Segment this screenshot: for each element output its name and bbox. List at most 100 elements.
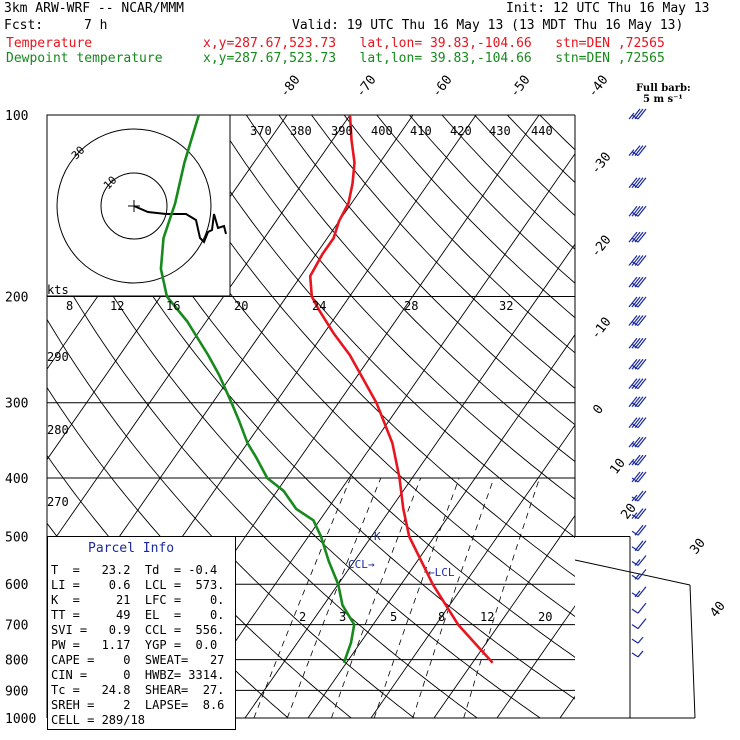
- temperature-curve: [308, 114, 494, 664]
- wind-barb-flag: [637, 337, 647, 349]
- wind-barb-flag: [637, 471, 647, 483]
- speed-tick-label: 28: [404, 299, 418, 313]
- wind-barb-flag: [634, 540, 644, 552]
- dry-adiabat: [50, 115, 575, 700]
- wind-barb-flag: [637, 315, 647, 326]
- isotherm-label: 20: [618, 501, 639, 523]
- wind-barb-flag: [631, 231, 641, 243]
- wind-barb-flag: [631, 205, 641, 217]
- dry-adiabat: [180, 115, 575, 539]
- isotherm: [559, 695, 575, 718]
- wind-barb-flag: [628, 315, 638, 326]
- wind-barb-shaft: [631, 302, 639, 308]
- wind-barb-flag: [637, 618, 647, 629]
- pressure-tick-label: 600: [5, 578, 28, 593]
- dry-adiabat: [343, 115, 575, 354]
- wind-barb-flag: [631, 177, 641, 189]
- wind-barb-flag: [637, 555, 647, 566]
- mixing-ratio-line: [286, 477, 382, 718]
- lcl-marker: ←LCL: [428, 566, 455, 579]
- isotherm: [370, 424, 575, 718]
- wind-barb-flag: [634, 396, 644, 408]
- pressure-tick-label: 500: [5, 530, 28, 545]
- dry-adiabat: [115, 115, 575, 617]
- wind-barb-flag: [637, 417, 647, 429]
- pressure-tick-label: 300: [5, 397, 28, 412]
- isotherm: [496, 605, 575, 718]
- wind-barb-flag: [634, 490, 644, 502]
- pressure-tick-label: 100: [5, 109, 28, 124]
- wind-barb-flag: [631, 471, 641, 483]
- pressure-tick-label: 700: [5, 619, 28, 634]
- wind-barb-half: [628, 149, 635, 156]
- dry-adiabat: [278, 115, 575, 426]
- dry-adiabat-label: 430: [489, 124, 511, 138]
- wind-barb-flag: [637, 586, 647, 598]
- wind-barb-flag: [637, 540, 647, 552]
- wind-barb-shaft: [631, 211, 639, 217]
- wind-barb-shaft: [631, 546, 639, 552]
- dry-adiabat: [245, 115, 575, 463]
- wind-barb-shaft: [631, 514, 639, 520]
- pressure-tick-label: 1000: [5, 712, 36, 727]
- dry-adiabat: [539, 115, 575, 151]
- wind-barb-flag: [634, 145, 644, 156]
- temperature-legend: Temperature: [6, 36, 93, 51]
- wind-barb-flag: [628, 417, 638, 429]
- wind-barb-flag: [634, 337, 644, 349]
- wind-barb-shaft: [631, 364, 639, 370]
- wind-barb-flag: [631, 358, 641, 370]
- wind-barb-flag: [634, 358, 644, 370]
- ccl-marker: CCL→: [348, 558, 375, 571]
- mixing-ratio-label: 20: [538, 610, 552, 624]
- mixing-ratio-label: 2: [299, 610, 306, 624]
- dry-adiabat: [441, 115, 575, 250]
- skew-bound: [574, 559, 691, 586]
- wind-barb-flag: [637, 396, 647, 408]
- wind-barb-flag: [637, 490, 647, 502]
- wind-barb-shaft: [631, 638, 639, 644]
- parcel-row: PW = 1.17 YGP = 0.0: [51, 638, 218, 652]
- wind-barb-flag: [634, 417, 644, 429]
- model-title: 3km ARW-WRF -- NCAR/MMM: [4, 1, 185, 16]
- dry-adiabat: [47, 249, 478, 718]
- mixing-ratio-line: [463, 477, 540, 718]
- wind-barb-flag: [634, 436, 644, 448]
- wind-barb-flag: [631, 337, 641, 349]
- wind-barb-shaft: [631, 460, 639, 466]
- dry-adiabat: [148, 115, 575, 578]
- parcel-row: CELL = 289/18: [51, 713, 145, 727]
- wind-barb-flag: [637, 255, 647, 266]
- wind-barb-flag: [637, 177, 647, 189]
- isotherm-label: 0: [590, 402, 607, 417]
- wind-barb-flag: [628, 231, 638, 243]
- dry-adiabat-label: 290: [47, 350, 69, 364]
- wind-barb-shaft: [631, 183, 639, 189]
- wind-barb-flag: [634, 508, 644, 520]
- dry-adiabat-label: 280: [47, 423, 69, 437]
- dry-adiabat-label: 440: [531, 124, 553, 138]
- wind-barb-flag: [634, 255, 644, 266]
- wind-barb-flag: [637, 454, 647, 466]
- init-time: Init: 12 UTC Thu 16 May 13: [506, 1, 710, 16]
- mixing-ratio-lines: [253, 477, 540, 718]
- parcel-row: T = 23.2 Td = -0.4: [51, 563, 218, 577]
- dewpoint-curve: [159, 114, 356, 664]
- wind-barb-flag: [628, 276, 638, 288]
- wind-barb-shaft: [631, 282, 639, 288]
- wind-barb-flag: [637, 296, 647, 308]
- speed-tick-label: 12: [110, 299, 124, 313]
- dry-adiabat-label: 410: [410, 124, 432, 138]
- mixing-ratio-line: [331, 477, 422, 718]
- wind-barb-shaft: [631, 592, 639, 598]
- forecast-hour: 7 h: [84, 18, 108, 33]
- wind-barbs: [628, 108, 647, 658]
- full-barb-units: 5 m s⁻¹: [643, 94, 683, 105]
- wind-barb-flag: [631, 108, 641, 120]
- speed-tick-label: 24: [312, 299, 326, 313]
- mixing-ratio-label: 8: [438, 610, 445, 624]
- mixing-ratio-label: 12: [480, 610, 494, 624]
- wind-barb-flag: [631, 296, 641, 308]
